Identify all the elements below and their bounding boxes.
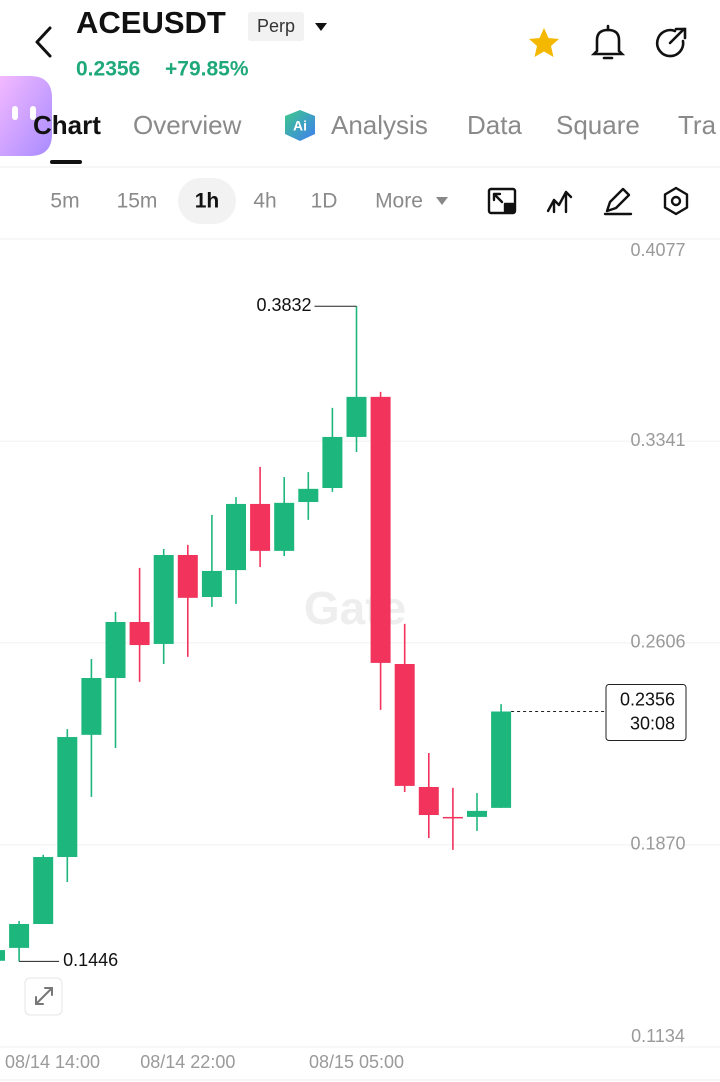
more-arrow[interactable] xyxy=(436,197,448,205)
candle-body xyxy=(57,737,78,858)
candle-body xyxy=(322,436,343,489)
candle-body xyxy=(105,621,126,679)
chart-area: Gate 0.4077 0.3341 0.2606 0.1870 0.1134 0.3832… xyxy=(0,238,720,1081)
y-tick-label: 0.1134 xyxy=(631,1026,685,1046)
candle-body xyxy=(0,950,5,961)
symbol-title: ACEUSDT xyxy=(76,5,226,40)
draw-icon[interactable] xyxy=(603,187,633,216)
x-tick-label: 08/15 05:00 xyxy=(309,1052,404,1072)
watermark: Gate xyxy=(304,582,406,634)
tab[interactable]: Data xyxy=(467,110,522,140)
tab[interactable]: Analysis xyxy=(331,110,428,140)
candle-body xyxy=(226,503,246,571)
candle-body xyxy=(81,678,102,735)
candle-body xyxy=(491,711,512,808)
candle-body xyxy=(153,555,174,644)
tab[interactable]: Overview xyxy=(133,110,242,140)
interval-bar: 5m 15m 1h 4h 1D More xyxy=(50,190,423,213)
candle-body xyxy=(298,488,319,503)
badge-bg xyxy=(248,12,304,41)
tab[interactable]: Tra xyxy=(678,110,717,140)
interval[interactable]: 1h xyxy=(195,190,220,213)
settings-icon[interactable] xyxy=(663,186,689,216)
y-tick-label: 0.4077 xyxy=(630,240,685,260)
layout-icon[interactable] xyxy=(487,187,517,215)
y-tick-label: 0.2606 xyxy=(630,632,685,652)
tab[interactable]: Square xyxy=(556,110,640,140)
y-tick-label: 0.3341 xyxy=(630,430,685,450)
interval[interactable]: 5m xyxy=(50,190,79,213)
last-price-box xyxy=(605,684,687,742)
candle-body xyxy=(467,810,487,817)
ai-icon-letter: Ai xyxy=(293,118,307,134)
candle-body xyxy=(33,857,54,925)
y-tick-label: 0.1870 xyxy=(630,834,685,854)
share-icon[interactable] xyxy=(655,27,687,58)
candle-body xyxy=(9,924,30,948)
last-price-label: 0.2356 xyxy=(620,689,675,709)
interval[interactable]: 4h xyxy=(253,190,276,213)
candle-body xyxy=(274,502,295,551)
favorite-icon[interactable] xyxy=(529,28,559,57)
dropdown-arrow[interactable] xyxy=(315,23,327,31)
candle-body xyxy=(129,621,150,646)
tab[interactable]: Chart xyxy=(33,110,101,140)
countdown: 30:08 xyxy=(630,713,675,733)
interval[interactable]: 15m xyxy=(117,190,158,213)
badge: Perp xyxy=(257,16,295,36)
alert-icon[interactable] xyxy=(590,24,626,60)
bubble-eye xyxy=(30,106,36,120)
candle-body xyxy=(442,816,463,819)
interval[interactable]: More xyxy=(375,190,423,213)
candle-body xyxy=(250,503,271,551)
bubble-eye xyxy=(12,106,18,120)
last-price: 0.2356 xyxy=(76,58,140,81)
interval[interactable]: 1D xyxy=(311,190,338,213)
price-change: +79.85% xyxy=(165,58,249,81)
candle-body xyxy=(346,396,367,437)
tab-bar: Chart Overview Analysis Data Square Tra xyxy=(33,110,717,140)
fullscreen-icon xyxy=(35,987,53,1005)
high-label: 0.3832 xyxy=(256,295,311,315)
candle-body xyxy=(201,570,222,598)
back-button[interactable] xyxy=(35,26,52,58)
candle-body xyxy=(370,396,391,663)
candle-body xyxy=(177,555,198,598)
indicator-icon[interactable] xyxy=(546,190,573,214)
assistant-bubble[interactable] xyxy=(0,76,52,156)
active-tab-indicator xyxy=(50,160,82,164)
x-tick-label: 08/14 14:00 xyxy=(5,1052,100,1072)
interval-selected-bg xyxy=(178,178,236,224)
ai-icon xyxy=(285,110,315,141)
candle-body xyxy=(418,787,439,816)
candle-body xyxy=(394,664,415,786)
x-tick-label: 08/14 22:00 xyxy=(140,1052,235,1072)
low-label: 0.1446 xyxy=(63,950,118,970)
